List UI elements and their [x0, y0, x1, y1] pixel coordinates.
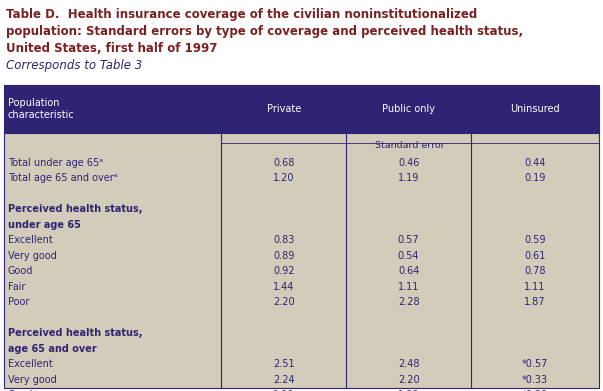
- Text: population: Standard errors by type of coverage and perceived health status,: population: Standard errors by type of c…: [6, 25, 523, 38]
- Bar: [4, 85, 599, 388]
- Text: Total under age 65ᵃ: Total under age 65ᵃ: [8, 158, 103, 168]
- Text: United States, first half of 1997: United States, first half of 1997: [6, 42, 217, 55]
- Text: 0.59: 0.59: [524, 235, 546, 245]
- Text: 1.44: 1.44: [273, 282, 294, 292]
- Text: 2.24: 2.24: [273, 375, 294, 385]
- Text: Excellent: Excellent: [8, 359, 52, 369]
- Text: Uninsured: Uninsured: [510, 104, 560, 114]
- Text: 0.54: 0.54: [398, 251, 419, 261]
- Text: 0.64: 0.64: [398, 266, 419, 276]
- Text: *0.29: *0.29: [522, 390, 548, 391]
- Text: Excellent: Excellent: [8, 235, 52, 245]
- Text: age 65 and over: age 65 and over: [8, 344, 96, 354]
- Text: 0.68: 0.68: [273, 158, 294, 168]
- Text: Table D.  Health insurance coverage of the civilian noninstitutionalized: Table D. Health insurance coverage of th…: [6, 8, 477, 21]
- Text: Good: Good: [8, 266, 33, 276]
- Text: 2.51: 2.51: [273, 359, 294, 369]
- Text: Corresponds to Table 3: Corresponds to Table 3: [6, 59, 142, 72]
- Text: 0.44: 0.44: [525, 158, 546, 168]
- Text: 1.90: 1.90: [273, 390, 294, 391]
- Text: 0.19: 0.19: [525, 173, 546, 183]
- Text: Standard error: Standard error: [375, 142, 445, 151]
- Text: 2.48: 2.48: [398, 359, 419, 369]
- Text: 1.19: 1.19: [398, 173, 419, 183]
- Text: 0.46: 0.46: [398, 158, 419, 168]
- Text: 1.20: 1.20: [273, 173, 294, 183]
- Text: 1.87: 1.87: [524, 297, 546, 307]
- Text: 0.61: 0.61: [525, 251, 546, 261]
- Text: 0.78: 0.78: [524, 266, 546, 276]
- Bar: [4, 85, 599, 133]
- Text: 2.20: 2.20: [273, 297, 294, 307]
- Text: Perceived health status,: Perceived health status,: [8, 204, 142, 214]
- Text: Population
characteristic: Population characteristic: [8, 98, 75, 120]
- Text: 1.11: 1.11: [525, 282, 546, 292]
- Text: Public only: Public only: [382, 104, 435, 114]
- Text: *0.57: *0.57: [522, 359, 548, 369]
- Bar: [4, 133, 599, 388]
- Text: Very good: Very good: [8, 375, 57, 385]
- Text: 1.88: 1.88: [398, 390, 419, 391]
- Text: Good: Good: [8, 390, 33, 391]
- Text: Very good: Very good: [8, 251, 57, 261]
- Text: Private: Private: [267, 104, 301, 114]
- Text: under age 65: under age 65: [8, 220, 81, 230]
- Text: Total age 65 and overᵃ: Total age 65 and overᵃ: [8, 173, 118, 183]
- Text: Poor: Poor: [8, 297, 30, 307]
- Text: Perceived health status,: Perceived health status,: [8, 328, 142, 338]
- Text: 0.89: 0.89: [273, 251, 294, 261]
- Text: 2.28: 2.28: [398, 297, 420, 307]
- Text: Fair: Fair: [8, 282, 25, 292]
- Text: 0.92: 0.92: [273, 266, 294, 276]
- Text: 2.20: 2.20: [398, 375, 420, 385]
- Text: *0.33: *0.33: [522, 375, 548, 385]
- Text: 0.83: 0.83: [273, 235, 294, 245]
- Text: 0.57: 0.57: [398, 235, 420, 245]
- Text: 1.11: 1.11: [398, 282, 419, 292]
